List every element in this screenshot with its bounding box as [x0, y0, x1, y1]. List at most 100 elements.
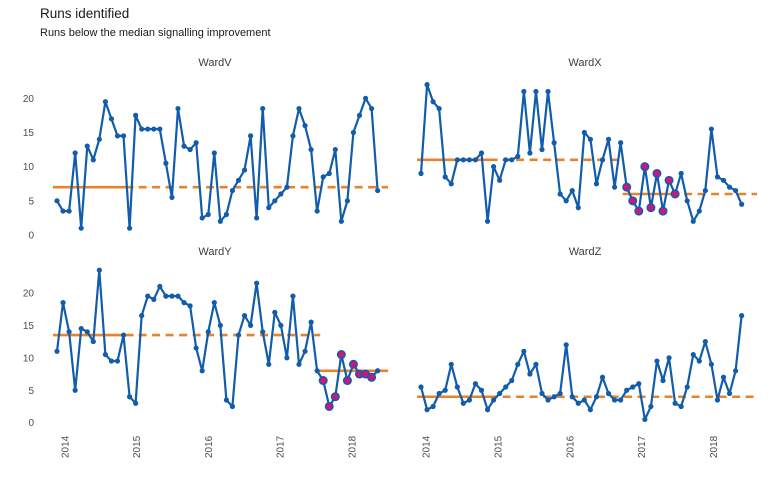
data-point-wardz [478, 387, 485, 393]
data-point-wardv [223, 211, 229, 218]
data-point-wardz [424, 407, 430, 413]
data-point-wardx [551, 140, 557, 146]
signal-point-wardy [336, 350, 346, 360]
data-point-wardy [145, 293, 151, 299]
data-point-wardx [684, 198, 690, 204]
data-point-wardy [241, 313, 248, 319]
data-point-wardz [593, 394, 600, 400]
data-point-wardy [163, 293, 169, 299]
data-point-wardy [217, 322, 223, 328]
data-point-wardz [527, 371, 533, 377]
signal-point-wardy [342, 376, 352, 386]
data-point-wardv [84, 143, 90, 149]
data-point-wardx [442, 174, 448, 180]
data-point-wardv [205, 211, 211, 218]
run-line-wardv [55, 97, 379, 230]
data-point-wardy [181, 300, 187, 306]
data-point-wardz [636, 381, 642, 387]
data-point-wardz [672, 400, 678, 406]
data-point-wardx [726, 184, 733, 190]
data-point-wardx [708, 126, 715, 132]
data-point-wardy [127, 394, 133, 400]
data-point-wardv [326, 170, 332, 177]
signal-point-wardx [652, 168, 662, 178]
data-point-wardy [193, 345, 199, 351]
data-point-wardv [169, 194, 175, 201]
data-point-wardz [551, 394, 557, 400]
data-point-wardv [54, 198, 60, 204]
data-point-wardv [375, 187, 381, 194]
data-point-wardx [581, 129, 587, 136]
data-point-wardv [266, 205, 272, 211]
data-point-wardv [217, 218, 223, 224]
data-point-wardy [205, 329, 211, 335]
data-point-wardx [484, 218, 491, 224]
data-point-wardv [235, 177, 242, 183]
data-point-wardv [308, 146, 314, 153]
y-tick-label: 10 [23, 353, 35, 364]
data-point-wardv [296, 105, 302, 112]
data-point-wardv [157, 126, 163, 132]
run-line-wardz [419, 314, 743, 421]
y-tick-label: 20 [23, 94, 35, 105]
data-point-wardy [157, 283, 163, 290]
data-point-wardy [187, 303, 193, 309]
data-point-wardz [696, 358, 702, 364]
data-point-wardv [344, 198, 350, 204]
data-point-wardv [193, 140, 199, 146]
data-point-wardz [708, 361, 715, 367]
data-point-wardv [120, 133, 127, 139]
data-point-wardx [503, 157, 509, 163]
data-point-wardz [599, 374, 606, 380]
data-point-wardx [696, 208, 702, 214]
data-point-wardz [605, 390, 612, 397]
data-point-wardv [163, 160, 169, 166]
data-point-wardv [175, 105, 181, 112]
data-point-wardz [521, 348, 527, 354]
data-point-wardy [278, 322, 284, 328]
data-point-wardx [599, 157, 606, 163]
data-point-wardy [260, 329, 266, 335]
data-point-wardz [497, 390, 503, 397]
data-point-wardz [563, 342, 569, 348]
data-point-wardy [272, 309, 278, 315]
data-point-wardv [90, 157, 96, 163]
data-point-wardv [278, 191, 284, 197]
data-point-wardz [630, 384, 636, 390]
x-tick-label: 2017 [637, 435, 648, 458]
data-point-wardy [266, 361, 272, 367]
data-point-wardz [702, 338, 708, 345]
data-point-wardx [460, 157, 466, 163]
x-tick-label: 2014 [61, 435, 72, 458]
y-tick-label: 0 [28, 231, 34, 242]
y-tick-label: 5 [28, 196, 34, 207]
data-point-wardy [254, 280, 260, 286]
data-point-wardz [442, 387, 448, 393]
data-point-wardx [605, 136, 612, 142]
chart-title: Runs identified [40, 6, 130, 21]
data-point-wardy [302, 348, 308, 354]
data-point-wardy [90, 338, 96, 345]
data-point-wardy [308, 319, 314, 325]
data-point-wardz [720, 374, 727, 380]
chart-subtitle: Runs below the median signalling improve… [40, 27, 271, 39]
signal-point-wardx [628, 196, 638, 206]
data-point-wardy [84, 329, 90, 335]
data-point-wardx [497, 177, 503, 183]
data-point-wardy [96, 267, 102, 273]
data-point-wardv [314, 208, 320, 214]
data-point-wardx [720, 177, 727, 183]
data-point-wardz [726, 390, 733, 397]
data-point-wardz [624, 387, 630, 393]
data-point-wardx [702, 187, 708, 194]
data-point-wardz [454, 384, 460, 390]
signal-point-wardx [658, 206, 668, 216]
signal-point-wardy [367, 372, 377, 382]
data-point-wardv [145, 126, 151, 132]
data-point-wardx [436, 105, 442, 112]
data-point-wardv [284, 184, 290, 190]
y-tick-label: 10 [23, 162, 35, 173]
data-point-wardv [272, 198, 278, 204]
data-point-wardv [181, 143, 187, 149]
data-point-wardx [533, 88, 539, 95]
